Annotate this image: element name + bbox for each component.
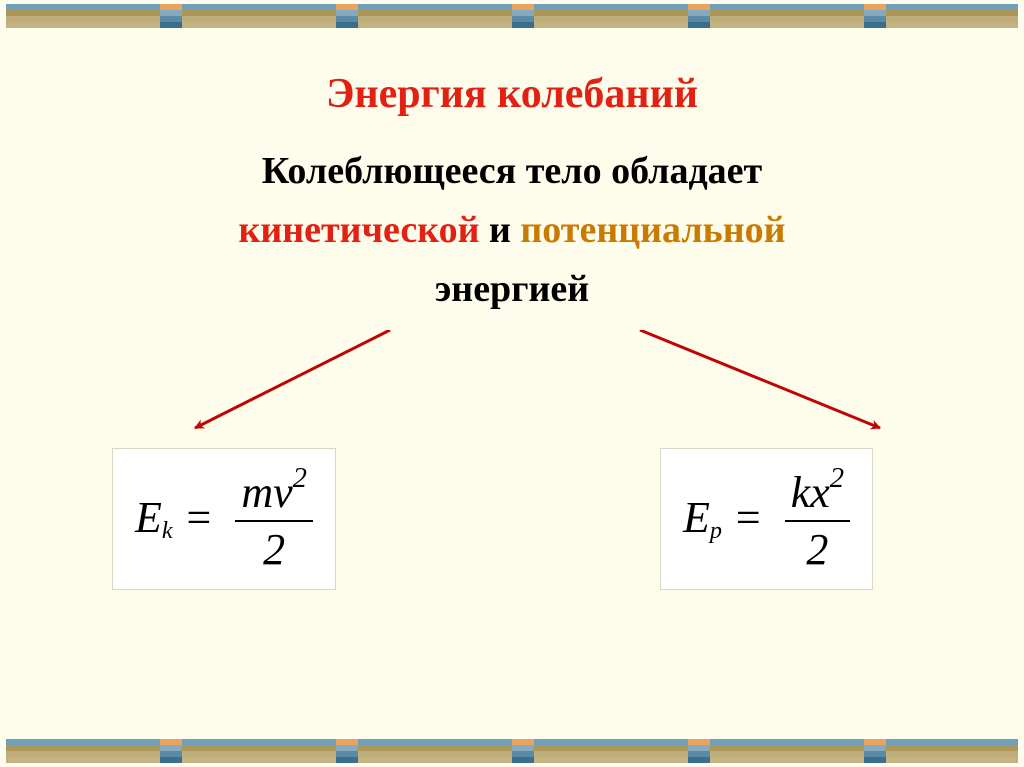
intro-and: и bbox=[479, 209, 520, 251]
arrows bbox=[0, 330, 1024, 450]
intro-line1: Колеблющееся тело обладает bbox=[262, 150, 762, 192]
kinetic-num-a: m bbox=[241, 468, 273, 517]
kinetic-frac: mv2 2 bbox=[235, 463, 313, 575]
potential-num-a: k bbox=[791, 468, 811, 517]
arrow-right bbox=[640, 330, 880, 428]
arrow-left bbox=[195, 330, 390, 428]
kinetic-num-b: v bbox=[273, 468, 293, 517]
intro-line3: энергией bbox=[435, 268, 589, 310]
intro-text: Колеблющееся тело обладает кинетической … bbox=[0, 142, 1024, 319]
kinetic-num: mv2 bbox=[235, 463, 313, 522]
decor-band-top bbox=[0, 0, 1024, 32]
potential-num: kx2 bbox=[785, 463, 850, 522]
intro-kinetic: кинетической bbox=[238, 209, 479, 251]
potential-num-b: x bbox=[810, 468, 830, 517]
page-title: Энергия колебаний bbox=[0, 70, 1024, 118]
kinetic-var: E bbox=[135, 493, 162, 542]
formula-kinetic: Ek = mv2 2 bbox=[112, 448, 336, 590]
kinetic-num-exp: 2 bbox=[293, 463, 307, 494]
decor-band-bottom bbox=[0, 735, 1024, 767]
title-text: Энергия колебаний bbox=[326, 71, 698, 117]
kinetic-lhs: Ek = bbox=[135, 492, 224, 545]
potential-sub: p bbox=[710, 518, 722, 545]
potential-den: 2 bbox=[785, 522, 850, 575]
content: Энергия колебаний Колеблющееся тело обла… bbox=[0, 70, 1024, 319]
potential-frac: kx2 2 bbox=[785, 463, 850, 575]
kinetic-den: 2 bbox=[235, 522, 313, 575]
formula-potential: Ep = kx2 2 bbox=[660, 448, 873, 590]
kinetic-sub: k bbox=[162, 518, 173, 545]
potential-num-exp: 2 bbox=[830, 463, 844, 494]
potential-lhs: Ep = bbox=[683, 492, 774, 545]
intro-potential: потенциальной bbox=[520, 209, 785, 251]
potential-var: E bbox=[683, 493, 710, 542]
